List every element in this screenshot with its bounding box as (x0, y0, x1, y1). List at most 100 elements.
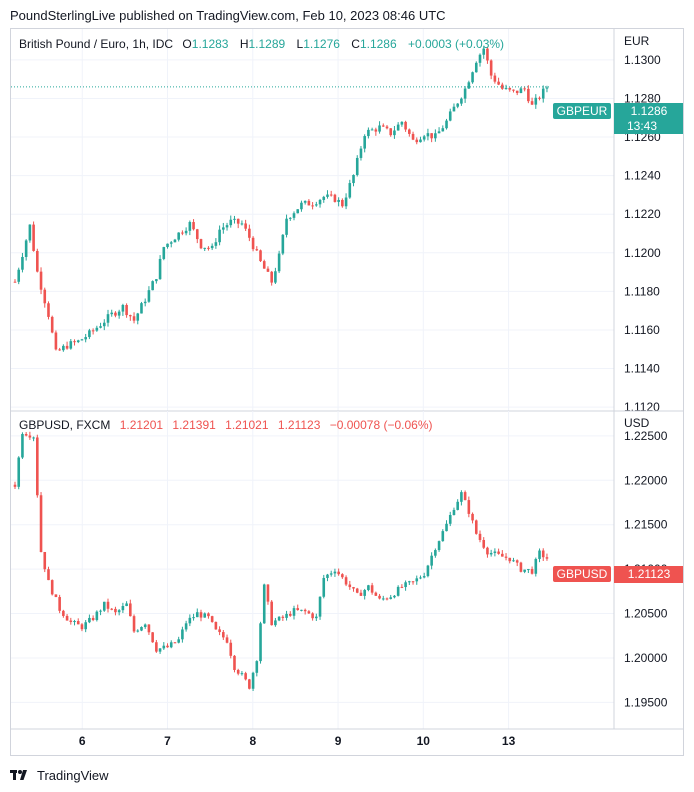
gbpeur-candle-body (430, 133, 433, 139)
gbpusd-candle-body (188, 617, 192, 624)
gbpusd-candle-body (102, 601, 106, 611)
gbpusd-candle-body (266, 584, 270, 602)
gbpusd-candle-body (147, 624, 151, 633)
gbpeur-last-price: 1.1286 (631, 104, 668, 118)
gbpeur-candle-body (274, 271, 277, 283)
gbpusd-candle-body (110, 608, 114, 610)
gbpusd-candle-body (24, 434, 28, 436)
gbpeur-candle-body (129, 315, 132, 317)
gbpusd-candle-body (244, 673, 247, 680)
gbpusd-candle-body (411, 581, 415, 583)
gbpusd-candle-body (117, 610, 121, 613)
gbpusd-candle-body (404, 582, 407, 588)
gbpeur-candle-body (300, 202, 303, 210)
gbpusd-candle-body (434, 550, 437, 556)
gbpusd-candle-body (50, 580, 54, 595)
gbpusd-candle-body (84, 622, 87, 630)
gbpusd-candle-body (166, 645, 169, 648)
gbpeur-candle-body (419, 139, 422, 143)
gbpeur-candle-body (381, 125, 385, 127)
gbpusd-candle-body (456, 501, 459, 510)
gbpusd-candle-body (508, 557, 512, 562)
gbpeur-candle-body (54, 332, 58, 350)
gbpeur-candle-body (132, 316, 136, 321)
gbpeur-candle-body (36, 250, 39, 272)
gbpeur-candle-body (188, 222, 192, 231)
gbpeur-candle-body (169, 242, 173, 244)
gbpeur-candle-body (229, 219, 233, 226)
gbpeur-candle-body (515, 90, 519, 94)
gbpusd-price-axis[interactable]: USD 1.195001.200001.205001.210001.215001… (613, 411, 668, 729)
gbpeur-candle-body (240, 223, 244, 225)
gbpeur-candle-body (50, 316, 54, 333)
gbpeur-candle-body (285, 218, 288, 235)
gbpeur-candle-body (400, 121, 404, 125)
gbpusd-candle-body (222, 632, 225, 638)
gbpeur-candle-body (225, 225, 229, 228)
gbpusd-candle-body (341, 574, 344, 578)
gbpusd-candle-body (95, 611, 99, 621)
gbpeur-candle-body (158, 258, 162, 280)
gbpusd-y-tick: 1.22500 (624, 429, 668, 443)
tradingview-logo-icon[interactable] (10, 769, 32, 781)
gbpeur-candle-body (292, 213, 296, 218)
gbpeur-candle-body (207, 247, 210, 249)
gbpusd-candle-body (195, 612, 199, 618)
gbpusd-candle-body (367, 585, 370, 591)
gbpusd-candle-body (203, 613, 207, 618)
gbpusd-candle-body (344, 577, 348, 585)
gbpeur-candle-body (73, 341, 76, 343)
gbpusd-candle-body (233, 655, 236, 670)
gbpeur-candle-body (136, 313, 140, 321)
gbpusd-candle-body (385, 598, 389, 600)
chart-canvas[interactable]: British Pound / Euro, 1h, IDC O1.1283 H1… (11, 29, 683, 755)
gbpeur-candle-body (214, 242, 218, 246)
gbpeur-candle-body (58, 349, 61, 351)
publisher-line: PoundSterlingLive published on TradingVi… (10, 8, 446, 23)
footer-brand[interactable]: TradingView (37, 767, 109, 783)
gbpusd-symbol: GBPUSD, FXCM (19, 418, 110, 432)
gbpusd-candle-body (504, 556, 508, 558)
gbpeur-candle-body (434, 133, 437, 139)
gbpeur-candle-body (508, 87, 512, 90)
gbpusd-candle-body (333, 571, 337, 574)
gbpeur-candle-body (352, 174, 355, 184)
gbpusd-candle-body (393, 595, 396, 598)
gbpusd-candle-body (99, 610, 102, 612)
gbpeur-change: +0.0003 (+0.03%) (408, 37, 504, 51)
gbpusd-candle-body (408, 581, 411, 583)
gbpeur-candle-body (80, 339, 84, 341)
gbpeur-price-axis[interactable]: EUR 1.1120 1.1140 1.1160 1.1180 1.1200 1.1220… (613, 29, 661, 414)
gbpusd-candle-body (158, 648, 162, 652)
gbpeur-candle-body (17, 269, 21, 282)
gbpeur-candle-body (84, 337, 87, 340)
gbpusd-candle-body (91, 617, 95, 621)
pane-gbpusd[interactable]: GBPUSD, FXCM 1.21201 1.21391 1.21021 1.2… (11, 411, 683, 729)
gbpeur-candle-body (65, 345, 69, 349)
gbpusd-currency: USD (624, 416, 650, 430)
gbpusd-h-val: 1.21391 (172, 418, 216, 432)
gbpeur-candle-body (181, 232, 184, 234)
gbpusd-candle-body (54, 594, 58, 598)
gbpeur-candle-body (367, 129, 370, 137)
time-axis[interactable]: 6 7 8 9 10 13 (11, 728, 683, 748)
pane-gbpeur[interactable]: British Pound / Euro, 1h, IDC O1.1283 H1… (11, 29, 683, 414)
gbpeur-candle-body (501, 84, 504, 89)
gbpeur-candle-body (348, 183, 352, 198)
gbpeur-candle-body (277, 253, 281, 272)
gbpusd-candle-body (80, 624, 84, 630)
gbpusd-candle-body (288, 613, 292, 616)
gbpusd-candle-body (173, 642, 177, 644)
gbpeur-candle-body (489, 60, 493, 76)
gbpusd-candle-body (47, 569, 50, 581)
gbpeur-candle-body (244, 223, 247, 229)
gbpeur-candle-body (248, 228, 251, 238)
gbpeur-candle-body (374, 129, 378, 132)
gbpeur-candle-body (478, 54, 482, 63)
gbpusd-candle-body (28, 435, 32, 438)
gbpeur-candle-body (199, 239, 203, 249)
gbpeur-candle-body (471, 72, 474, 83)
gbpeur-candle-body (147, 290, 151, 302)
gbpusd-candle-body (192, 617, 195, 619)
gbpusd-candle-body (530, 569, 534, 574)
